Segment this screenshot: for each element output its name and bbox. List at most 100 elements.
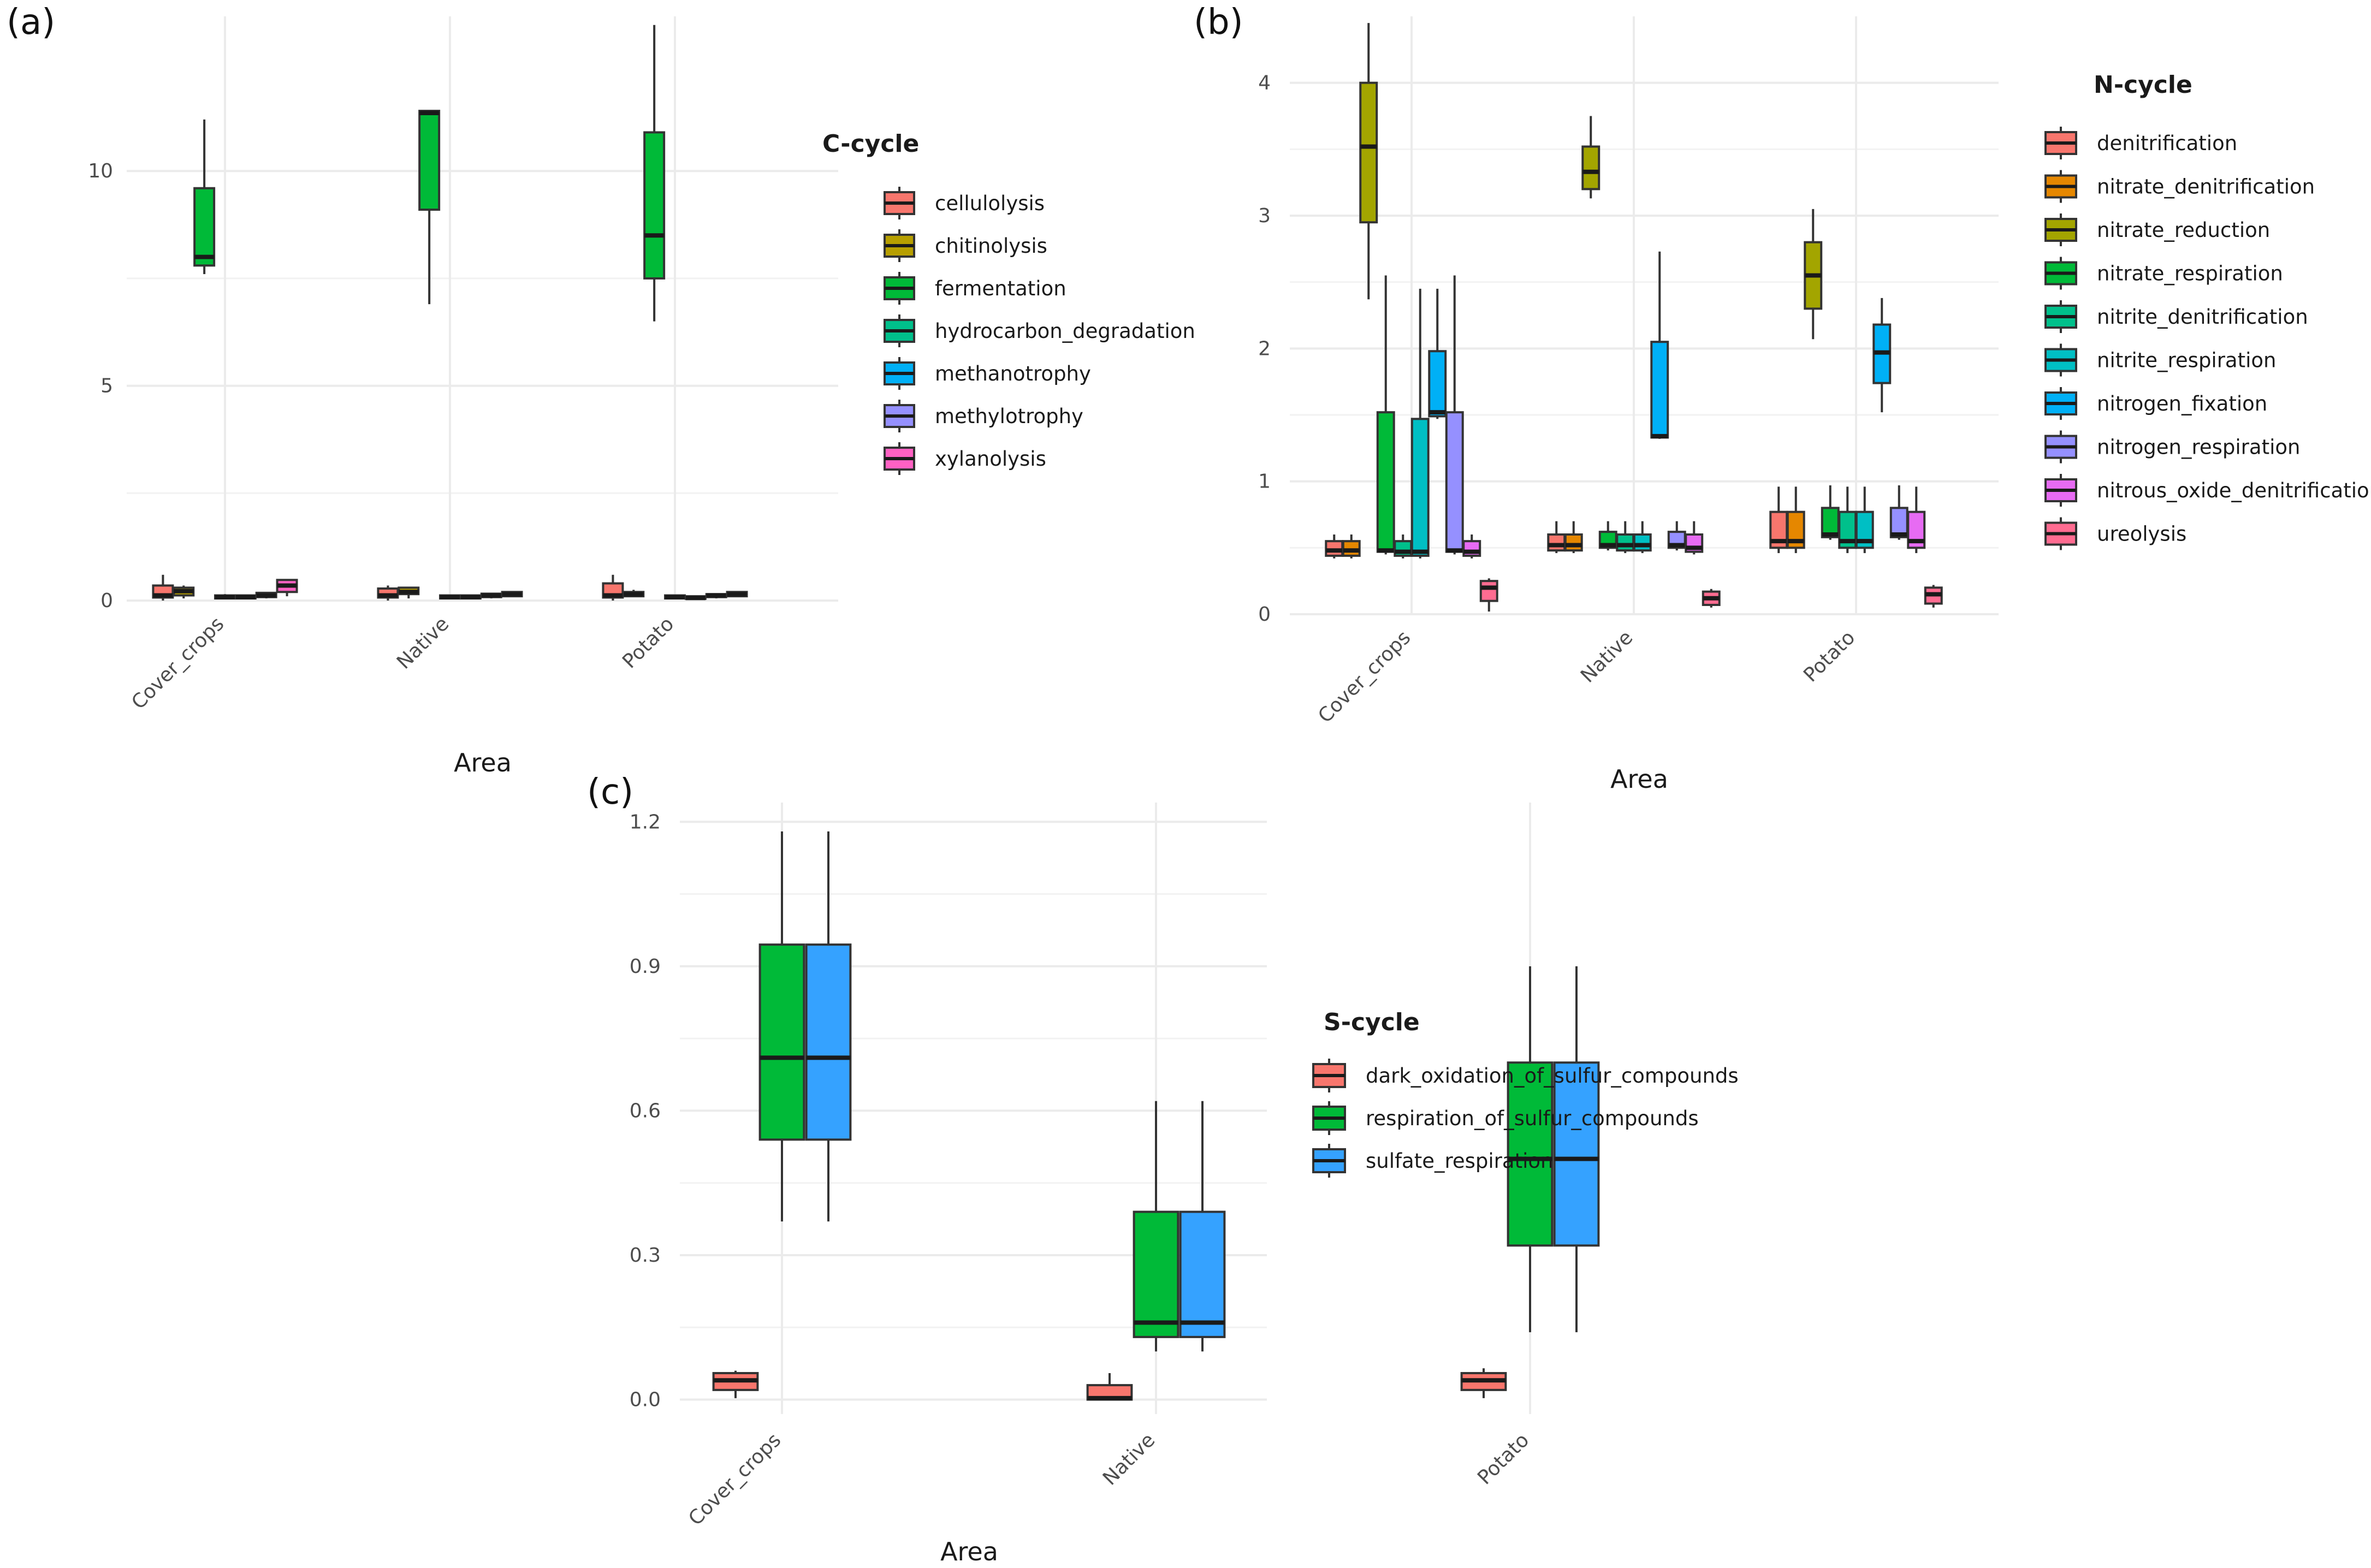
box-nitrogen_fixation-Native xyxy=(1650,251,1669,439)
legend-item-methanotrophy: methanotrophy xyxy=(884,357,1091,390)
panel-b-boxes xyxy=(1325,23,1943,612)
legend-label: methylotrophy xyxy=(935,405,1083,428)
box-body xyxy=(193,187,216,267)
box-dark_oxidation_of_sulfur_compounds-Potato xyxy=(1460,1368,1507,1398)
y-tick-label: 1 xyxy=(1258,471,1271,493)
box-methylotrophy-Native xyxy=(480,592,502,599)
y-tick-label: 5 xyxy=(100,375,113,397)
legend-item-nitrate_denitrification: nitrate_denitrification xyxy=(2044,170,2315,203)
panel-c-legend-title: S-cycle xyxy=(1324,1008,1420,1036)
legend-label: chitinolysis xyxy=(935,234,1047,258)
panel-c-legend-items: dark_oxidation_of_sulfur_compoundsrespir… xyxy=(1312,1059,1739,1178)
legend-item-respiration_of_sulfur_compounds: respiration_of_sulfur_compounds xyxy=(1312,1101,1699,1135)
box-body xyxy=(1507,1061,1554,1247)
box-sulfate_respiration-Native xyxy=(1179,1101,1226,1352)
box-body xyxy=(1616,533,1635,552)
legend-item-nitrite_respiration: nitrite_respiration xyxy=(2044,343,2276,377)
box-nitrogen_fixation-Potato xyxy=(1872,298,1892,413)
legend-label: respiration_of_sulfur_compounds xyxy=(1366,1107,1699,1130)
panel-a-legend-items: cellulolysis chitinolysis fermentation hydr… xyxy=(884,187,1195,475)
box-methanotrophy-Cover_crops xyxy=(234,594,257,600)
box-fermentation-Native xyxy=(418,110,441,305)
panel-a-y-tick-labels: 0 5 10 xyxy=(88,160,113,612)
y-tick-label: 0.6 xyxy=(630,1100,661,1122)
legend-label: xylanolysis xyxy=(935,447,1046,471)
y-tick-label: 10 xyxy=(88,160,113,182)
box-xylanolysis-Potato xyxy=(726,591,748,598)
box-nitrate_respiration-Cover_crops xyxy=(1376,275,1395,555)
panel-c-boxes xyxy=(712,831,1600,1401)
panel-b-legend: N-cycle denitrification nitrate_denitrifi… xyxy=(2044,71,2371,550)
panel-b-y-tick-labels: 0 1 2 3 4 xyxy=(1258,72,1271,626)
legend-item-nitrogen_fixation: nitrogen_fixation xyxy=(2044,387,2267,420)
box-methanotrophy-Potato xyxy=(684,595,707,601)
box-methanotrophy-Native xyxy=(459,594,482,600)
legend-label: dark_oxidation_of_sulfur_compounds xyxy=(1366,1064,1739,1088)
box-nitrite_respiration-Native xyxy=(1633,521,1652,554)
legend-label: nitrous_oxide_denitrification xyxy=(2097,479,2371,502)
y-tick-label: 0.0 xyxy=(630,1389,661,1411)
y-tick-label: 2 xyxy=(1258,337,1271,360)
panel-a-legend: C-cycle cellulolysis chitinolysis fermenta… xyxy=(822,130,1195,475)
box-ureolysis-Native xyxy=(1702,589,1721,608)
box-ureolysis-Potato xyxy=(1924,585,1943,608)
box-body xyxy=(643,131,666,280)
box-nitrous_oxide_denitrification-Potato xyxy=(1907,486,1926,554)
y-tick-label: 4 xyxy=(1258,72,1271,94)
legend-item-nitrite_denitrification: nitrite_denitrification xyxy=(2044,300,2308,333)
legend-label: nitrite_denitrification xyxy=(2097,305,2308,329)
box-body xyxy=(1376,411,1395,553)
legend-item-ureolysis: ureolysis xyxy=(2044,517,2186,550)
box-nitrate_denitrification-Native xyxy=(1564,521,1583,554)
box-hydrocarbon_degradation-Cover_crops xyxy=(214,594,236,600)
box-cellulolysis-Potato xyxy=(602,574,624,601)
box-body xyxy=(758,943,805,1141)
box-hydrocarbon_degradation-Potato xyxy=(664,594,686,600)
box-body xyxy=(805,943,852,1141)
y-tick-label: 0.3 xyxy=(630,1244,661,1267)
panel-a-legend-title: C-cycle xyxy=(822,130,919,158)
legend-label: nitrate_denitrification xyxy=(2097,175,2315,199)
box-body xyxy=(1445,411,1464,553)
panel-a-label: (a) xyxy=(7,2,55,43)
panel-c-y-tick-labels: 0.0 0.3 0.6 0.9 1.2 xyxy=(630,811,661,1411)
legend-label: nitrogen_fixation xyxy=(2097,392,2267,415)
legend-item-nitrogen_respiration: nitrogen_respiration xyxy=(2044,430,2300,464)
box-nitrate_reduction-Potato xyxy=(1804,209,1823,340)
legend-label: fermentation xyxy=(935,277,1066,300)
legend-item-nitrous_oxide_denitrification: nitrous_oxide_denitrification xyxy=(2044,474,2371,507)
panel-c-x-axis-title: Area xyxy=(940,1537,998,1566)
box-chitinolysis-Potato xyxy=(623,590,645,598)
box-nitrogen_respiration-Native xyxy=(1667,521,1686,551)
panel-b-x-axis-title: Area xyxy=(1610,764,1668,794)
box-chitinolysis-Native xyxy=(398,586,420,599)
box-chitinolysis-Cover_crops xyxy=(173,585,195,599)
box-respiration_of_sulfur_compounds-Native xyxy=(1133,1101,1179,1352)
box-ureolysis-Cover_crops xyxy=(1479,578,1498,612)
legend-item-fermentation: fermentation xyxy=(884,272,1066,305)
box-nitrate_denitrification-Potato xyxy=(1786,486,1805,554)
box-nitrate_reduction-Native xyxy=(1581,116,1601,199)
y-tick-label: 0 xyxy=(1258,603,1271,626)
legend-item-hydrocarbon_degradation: hydrocarbon_degradation xyxy=(884,314,1195,347)
box-nitrogen_respiration-Cover_crops xyxy=(1445,275,1464,555)
legend-label: ureolysis xyxy=(2097,522,2186,546)
legend-label: denitrification xyxy=(2097,132,2237,155)
box-body xyxy=(1359,81,1378,224)
box-fermentation-Cover_crops xyxy=(193,119,216,275)
y-tick-label: 3 xyxy=(1258,205,1271,227)
box-methylotrophy-Potato xyxy=(705,593,727,599)
box-body xyxy=(1547,533,1566,552)
box-nitrate_reduction-Cover_crops xyxy=(1359,23,1378,300)
legend-label: cellulolysis xyxy=(935,192,1045,215)
legend-item-denitrification: denitrification xyxy=(2044,127,2237,159)
box-nitrogen_fixation-Cover_crops xyxy=(1428,288,1447,419)
box-body xyxy=(1428,350,1447,418)
y-tick-label: 0 xyxy=(100,590,113,612)
box-body xyxy=(1564,533,1583,552)
box-nitrite_denitrification-Native xyxy=(1616,521,1635,554)
box-nitrous_oxide_denitrification-Cover_crops xyxy=(1462,534,1481,559)
box-xylanolysis-Native xyxy=(501,591,523,598)
